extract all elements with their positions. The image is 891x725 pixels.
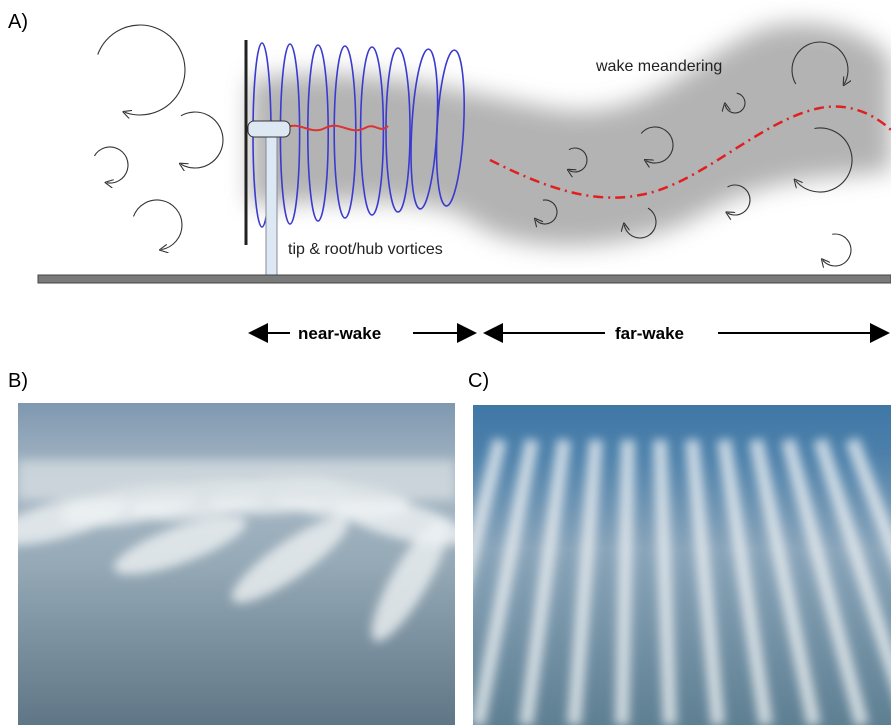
panel-label: B)	[8, 370, 28, 392]
nacelle	[248, 121, 290, 137]
swirl	[98, 25, 185, 115]
photo	[18, 403, 455, 725]
fog-streak	[622, 440, 628, 725]
fog	[18, 460, 455, 500]
figure: A) wake meandering tip & root/hub vortic…	[0, 0, 891, 725]
panel-label: C)	[468, 370, 489, 392]
swirl	[823, 234, 851, 266]
panel-label: A)	[8, 11, 28, 33]
fog-streak	[660, 440, 670, 725]
ground	[38, 275, 891, 283]
region-label: near-wake	[298, 324, 381, 343]
region-label: far-wake	[615, 324, 684, 343]
swirl	[94, 147, 128, 183]
swirl	[181, 112, 223, 168]
swirl	[134, 200, 182, 250]
annotation: wake meandering	[595, 58, 722, 75]
tower	[266, 135, 277, 278]
annotation: tip & root/hub vortices	[288, 241, 443, 258]
